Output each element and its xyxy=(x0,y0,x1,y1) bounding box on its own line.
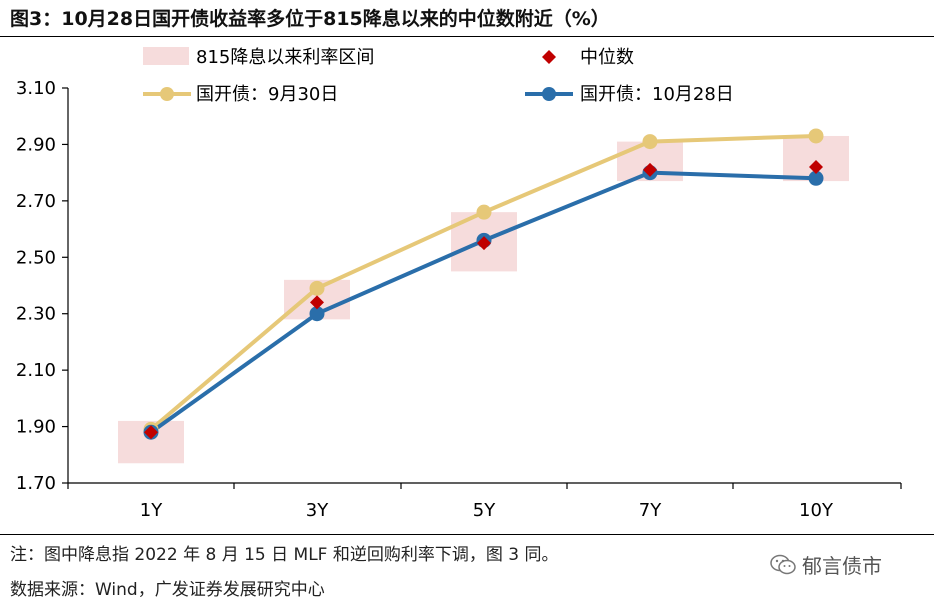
footer-divider xyxy=(0,534,934,535)
legend-oct28-label: 国开债：10月28日 xyxy=(580,84,734,105)
x-ticks: 1Y 3Y 5Y 7Y 10Y xyxy=(67,483,902,521)
y-tick-label: 2.30 xyxy=(16,304,56,325)
legend-median-label: 中位数 xyxy=(580,47,634,68)
median-markers xyxy=(144,160,823,440)
series-lines xyxy=(149,133,817,434)
x-tick-label: 5Y xyxy=(473,500,496,521)
footnote: 注：图中降息指 2022 年 8 月 15 日 MLF 和逆回购利率下调，图 3… xyxy=(10,545,559,565)
legend: 815降息以来利率区间 中位数 国开债：9月30日 国开债：10月28日 xyxy=(143,47,734,105)
series-point xyxy=(476,204,492,220)
source-note: 数据来源：Wind，广发证券发展研究中心 xyxy=(10,580,325,600)
x-tick-label: 10Y xyxy=(799,500,834,521)
legend-oct28-marker xyxy=(542,87,556,101)
y-ticks: 3.10 2.90 2.70 2.50 2.30 2.10 1.90 1.70 xyxy=(16,78,68,494)
y-tick-label: 1.70 xyxy=(16,473,56,494)
series-point xyxy=(808,128,824,144)
legend-median-marker xyxy=(542,50,556,64)
title-divider xyxy=(0,36,934,37)
range-boxes xyxy=(118,135,849,464)
median-marker xyxy=(809,160,823,174)
median-marker xyxy=(144,425,158,440)
x-tick-label: 3Y xyxy=(306,500,329,521)
legend-sep30-marker xyxy=(160,87,174,101)
series-point xyxy=(642,134,658,150)
series-point xyxy=(309,280,325,296)
y-tick-label: 2.50 xyxy=(16,247,56,268)
wechat-icon xyxy=(770,554,796,574)
chart: 3.10 2.90 2.70 2.50 2.30 2.10 1.90 1.70 1Y 3Y 5Y 7… xyxy=(16,47,902,521)
y-tick-label: 3.10 xyxy=(16,78,56,99)
median-marker xyxy=(477,236,491,251)
legend-range-swatch xyxy=(143,47,189,65)
series-line xyxy=(149,133,817,431)
y-tick-label: 1.90 xyxy=(16,417,56,438)
watermark: 郁言债市 xyxy=(770,550,882,579)
x-tick-label: 1Y xyxy=(140,500,163,521)
legend-sep30-label: 国开债：9月30日 xyxy=(196,84,338,105)
series-point xyxy=(309,306,325,322)
y-tick-label: 2.90 xyxy=(16,134,56,155)
legend-range-label: 815降息以来利率区间 xyxy=(196,47,374,68)
median-marker xyxy=(643,162,657,177)
series-point xyxy=(808,170,824,186)
chart-title: 图3：10月28日国开债收益率多位于815降息以来的中位数附近（%） xyxy=(10,8,610,30)
watermark-text: 郁言债市 xyxy=(802,554,882,578)
y-tick-label: 2.10 xyxy=(16,360,56,381)
y-tick-label: 2.70 xyxy=(16,191,56,212)
median-marker xyxy=(310,295,324,310)
x-tick-label: 7Y xyxy=(639,500,662,521)
